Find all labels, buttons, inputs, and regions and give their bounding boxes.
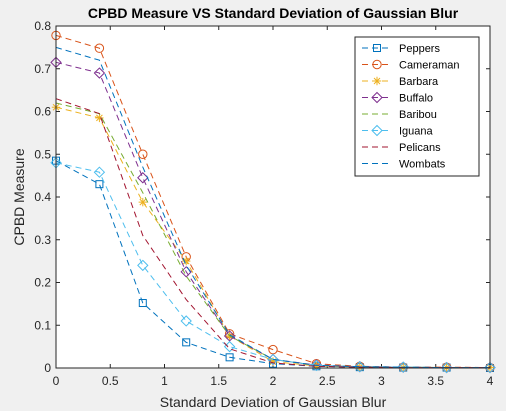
legend-box xyxy=(355,37,479,176)
y-tick-label: 0.4 xyxy=(34,190,51,204)
y-tick-label: 0.3 xyxy=(34,233,51,247)
x-tick-label: 4 xyxy=(487,374,494,388)
legend-label: Pelicans xyxy=(399,142,441,154)
x-tick-label: 1 xyxy=(161,374,168,388)
legend-marker xyxy=(373,77,381,85)
y-tick-label: 0.6 xyxy=(34,105,51,119)
legend-label: Wombats xyxy=(399,159,446,171)
legend[interactable]: Peppers Cameraman Barbara Buffalo Baribou Igu… xyxy=(355,37,479,176)
legend-label: Iguana xyxy=(399,126,434,138)
y-axis-label: CPBD Measure xyxy=(11,148,27,245)
x-tick-label: 3.5 xyxy=(427,374,444,388)
x-axis-label: Standard Deviation of Gaussian Blur xyxy=(160,394,387,410)
legend-label: Buffalo xyxy=(399,93,433,105)
legend-label: Cameraman xyxy=(399,60,460,72)
x-tick-label: 0 xyxy=(53,374,60,388)
legend-label: Barbara xyxy=(399,76,439,88)
y-tick-label: 0.5 xyxy=(34,147,51,161)
y-tick-label: 0.8 xyxy=(34,19,51,33)
legend-label: Peppers xyxy=(399,43,440,55)
legend-label: Baribou xyxy=(399,109,437,121)
chart-title: CPBD Measure VS Standard Deviation of Ga… xyxy=(88,5,459,21)
x-tick-label: 1.5 xyxy=(210,374,227,388)
x-tick-label: 0.5 xyxy=(102,374,119,388)
y-tick-label: 0.2 xyxy=(34,276,51,290)
x-tick-label: 2.5 xyxy=(319,374,336,388)
y-tick-label: 0.1 xyxy=(34,318,51,332)
y-tick-label: 0.7 xyxy=(34,62,51,76)
x-tick-label: 3 xyxy=(378,374,385,388)
y-tick-label: 0 xyxy=(44,361,51,375)
x-tick-label: 2 xyxy=(270,374,277,388)
